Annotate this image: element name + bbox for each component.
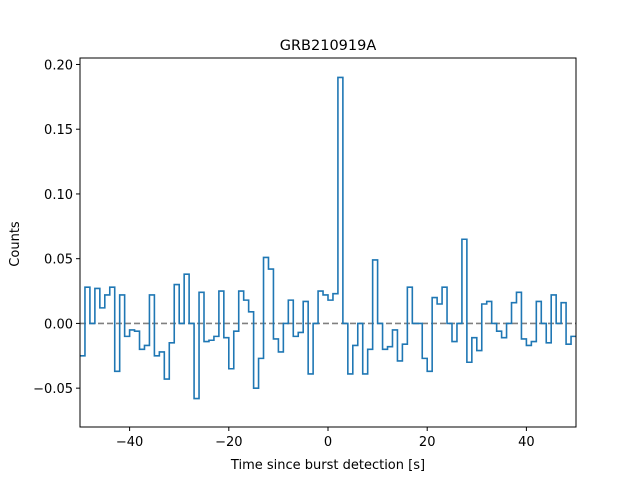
y-tick-label: 0.20 bbox=[44, 58, 73, 73]
y-tick-label: 0.15 bbox=[44, 123, 73, 138]
x-tick-label: −40 bbox=[116, 435, 143, 450]
x-axis-ticks: −40 −20 0 20 40 bbox=[116, 427, 535, 450]
y-axis-ticks: −0.05 0.00 0.05 0.10 0.15 0.20 bbox=[33, 58, 80, 397]
counts-histogram-series bbox=[80, 76, 576, 400]
x-tick-label: 20 bbox=[419, 435, 436, 450]
y-tick-label: 0.05 bbox=[44, 253, 73, 268]
x-axis-label: Time since burst detection [s] bbox=[230, 458, 425, 473]
y-tick-label: 0.00 bbox=[44, 317, 73, 332]
y-tick-label: −0.05 bbox=[33, 382, 73, 397]
y-axis-label: Counts bbox=[8, 221, 23, 267]
x-tick-label: 0 bbox=[324, 435, 332, 450]
y-tick-label: 0.10 bbox=[44, 188, 73, 203]
x-tick-label: −20 bbox=[215, 435, 242, 450]
chart-title: GRB210919A bbox=[280, 38, 377, 54]
plot-frame bbox=[79, 57, 577, 428]
x-tick-label: 40 bbox=[518, 435, 535, 450]
